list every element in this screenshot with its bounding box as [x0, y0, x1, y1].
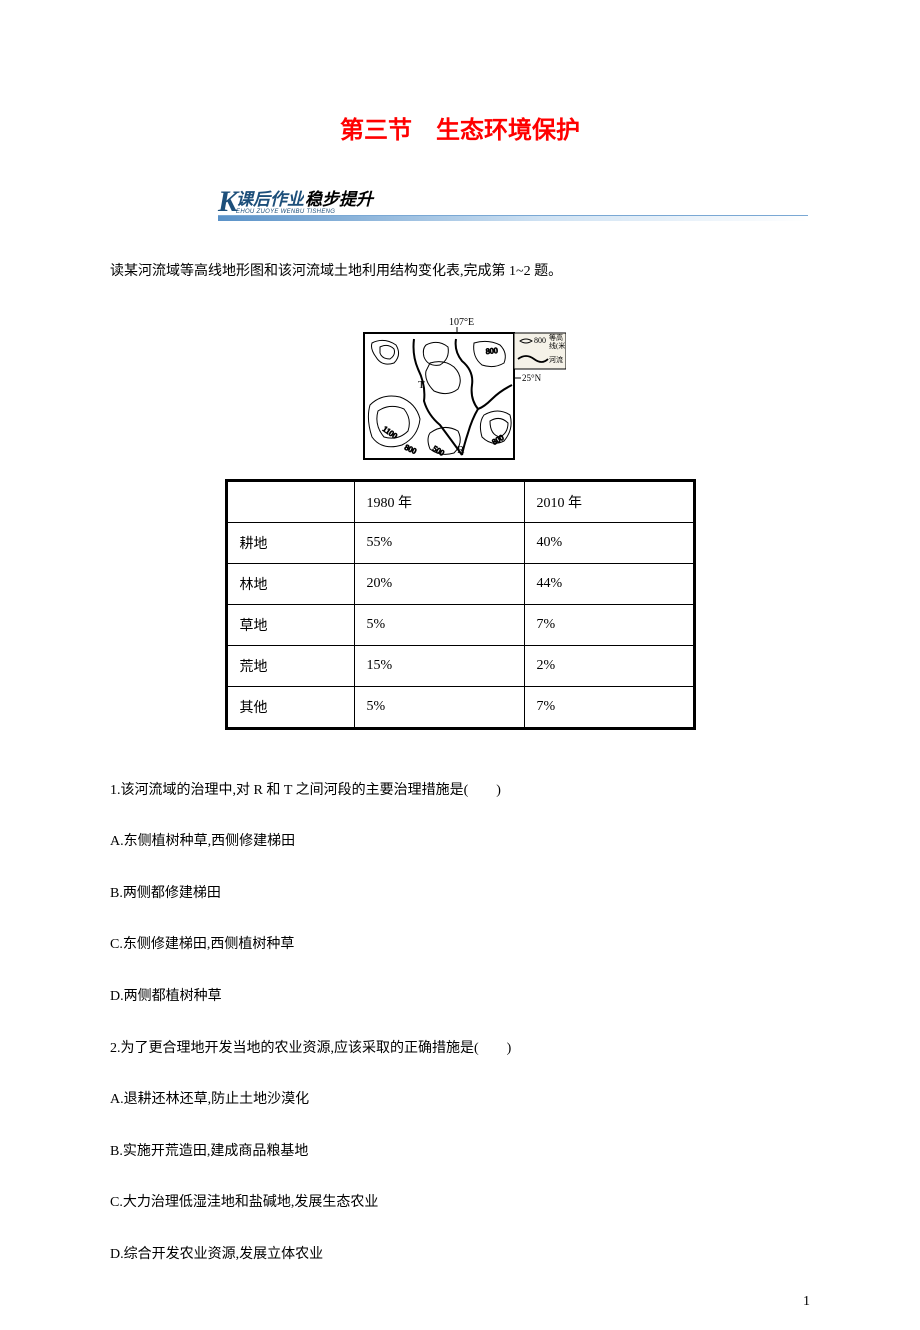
option-b: B.实施开荒造田,建成商品粮基地 — [110, 1135, 810, 1169]
longitude-label: 107°E — [449, 317, 474, 328]
legend-contour-b: 线(米) — [549, 341, 566, 350]
table-cell: 15% — [354, 645, 524, 686]
contour-map: 107°E 800 等高 线(米) 河流 25°N 800 1100 800 — [354, 315, 566, 465]
table-header-cell: 2010 年 — [524, 480, 694, 522]
question-stem: 1.该河流域的治理中,对 R 和 T 之间河段的主要治理措施是( ) — [110, 774, 810, 808]
table-cell: 其他 — [226, 686, 354, 728]
banner-text-a: 课后作业 — [236, 191, 304, 208]
legend-box: 800 等高 线(米) 河流 — [514, 333, 566, 369]
latitude-label: 25°N — [522, 373, 542, 383]
intro-text: 读某河流域等高线地形图和该河流域土地利用结构变化表,完成第 1~2 题。 — [110, 255, 810, 289]
page-title: 第三节 生态环境保护 — [110, 110, 810, 145]
title-spacer — [412, 117, 436, 144]
banner-content: K 课后作业 稳步提升 EHOU ZUOYE WENBU TISHENG — [218, 181, 374, 215]
section-banner: K 课后作业 稳步提升 EHOU ZUOYE WENBU TISHENG — [218, 189, 808, 221]
table-cell: 荒地 — [226, 645, 354, 686]
table-header-cell: 1980 年 — [354, 480, 524, 522]
option-b: B.两侧都修建梯田 — [110, 877, 810, 911]
table-cell: 耕地 — [226, 522, 354, 563]
table-header-cell — [226, 480, 354, 522]
option-a: A.退耕还林还草,防止土地沙漠化 — [110, 1083, 810, 1117]
land-use-table: 1980 年 2010 年 耕地 55% 40% 林地 20% 44% 草地 5… — [225, 479, 696, 730]
table-cell: 5% — [354, 686, 524, 728]
table-cell: 55% — [354, 522, 524, 563]
banner-text-b: 稳步提升 — [304, 191, 374, 208]
question-block: 2.为了更合理地开发当地的农业资源,应该采取的正确措施是( ) A.退耕还林还草… — [110, 1032, 810, 1272]
title-main: 生态环境保护 — [436, 117, 580, 144]
table-row: 林地 20% 44% — [226, 563, 694, 604]
option-a: A.东侧植树种草,西侧修建梯田 — [110, 825, 810, 859]
table-cell: 44% — [524, 563, 694, 604]
legend-contour-a: 等高 — [549, 333, 563, 342]
option-d: D.两侧都植树种草 — [110, 980, 810, 1014]
table-row: 荒地 15% 2% — [226, 645, 694, 686]
table-cell: 林地 — [226, 563, 354, 604]
table-row: 草地 5% 7% — [226, 604, 694, 645]
banner-k-letter: K — [218, 185, 238, 219]
map-point-r: R — [457, 444, 465, 456]
title-prefix: 第三节 — [340, 117, 412, 144]
table-row: 耕地 55% 40% — [226, 522, 694, 563]
map-point-t: T — [418, 379, 425, 391]
table-cell: 40% — [524, 522, 694, 563]
table-header-row: 1980 年 2010 年 — [226, 480, 694, 522]
table-row: 其他 5% 7% — [226, 686, 694, 728]
option-d: D.综合开发农业资源,发展立体农业 — [110, 1238, 810, 1272]
table-cell: 5% — [354, 604, 524, 645]
banner-bar — [218, 215, 808, 221]
legend-contour-value: 800 — [534, 336, 546, 345]
option-c: C.大力治理低湿洼地和盐碱地,发展生态农业 — [110, 1186, 810, 1220]
question-block: 1.该河流域的治理中,对 R 和 T 之间河段的主要治理措施是( ) A.东侧植… — [110, 774, 810, 1014]
question-stem: 2.为了更合理地开发当地的农业资源,应该采取的正确措施是( ) — [110, 1032, 810, 1066]
table-cell: 20% — [354, 563, 524, 604]
table-cell: 草地 — [226, 604, 354, 645]
table-cell: 2% — [524, 645, 694, 686]
table-cell: 7% — [524, 686, 694, 728]
legend-river: 河流 — [549, 355, 563, 364]
contour-label-800-ne: 800 — [485, 346, 498, 356]
table-cell: 7% — [524, 604, 694, 645]
banner-pinyin: EHOU ZUOYE WENBU TISHENG — [236, 209, 374, 215]
option-c: C.东侧修建梯田,西侧植树种草 — [110, 928, 810, 962]
